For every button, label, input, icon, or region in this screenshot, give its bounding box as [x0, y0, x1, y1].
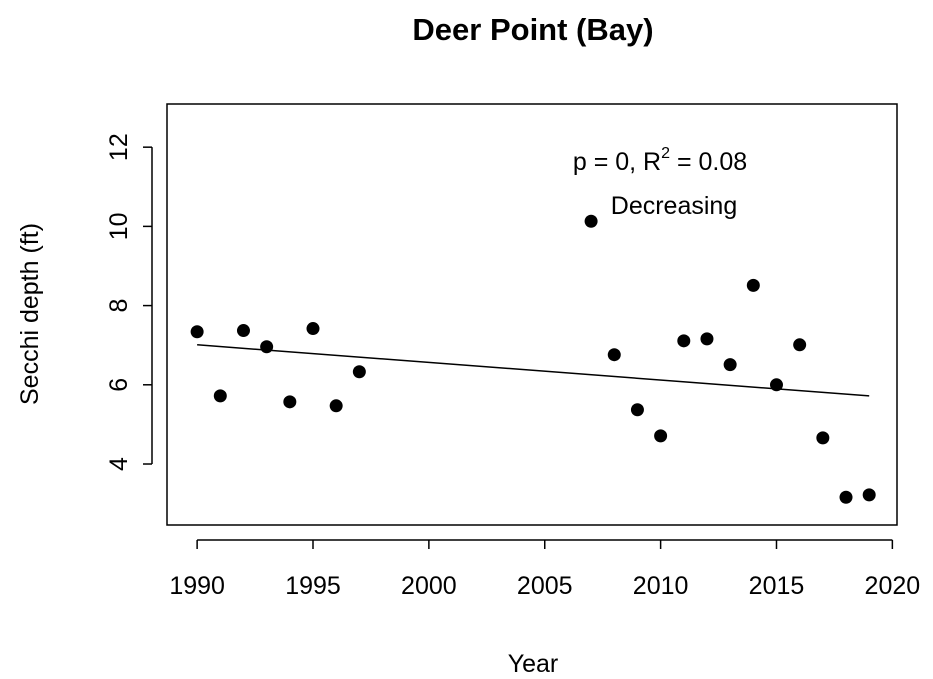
data-point [862, 488, 876, 502]
stat-superscript: 2 [661, 145, 670, 162]
data-point [700, 332, 714, 346]
data-point [816, 431, 830, 445]
data-point [677, 334, 691, 348]
data-point [283, 395, 297, 409]
x-tick-label: 1990 [169, 572, 225, 600]
data-point [723, 358, 737, 372]
data-point [306, 322, 320, 336]
data-point [352, 365, 366, 379]
x-tick-label: 2020 [865, 572, 921, 600]
y-axis-label: Secchi depth (ft) [16, 223, 44, 405]
x-tick-label: 1995 [285, 572, 341, 600]
stat-text: p = 0, R [573, 148, 661, 176]
trend-annotation: Decreasing [611, 192, 737, 220]
data-point [236, 324, 250, 338]
data-point [746, 278, 760, 292]
stat-text: = 0.08 [670, 148, 747, 176]
trend-line [197, 344, 870, 397]
data-point [607, 348, 621, 362]
stat-annotation: p = 0, R2 = 0.08 [573, 145, 747, 176]
x-axis-label: Year [508, 650, 559, 678]
x-tick-label: 2005 [517, 572, 573, 600]
data-point [213, 389, 227, 403]
data-point [260, 340, 274, 354]
chart-title: Deer Point (Bay) [412, 12, 653, 47]
y-tick-label: 4 [105, 457, 133, 471]
x-tick-label: 2015 [749, 572, 805, 600]
x-tick-label: 2000 [401, 572, 457, 600]
data-point [190, 325, 204, 339]
y-tick-label: 6 [105, 378, 133, 392]
data-point [329, 399, 343, 413]
data-point [793, 338, 807, 352]
data-point [654, 429, 668, 443]
y-tick-label: 12 [105, 133, 133, 161]
plot-frame [166, 103, 898, 526]
x-tick-label: 2010 [633, 572, 689, 600]
y-tick-label: 10 [105, 212, 133, 240]
data-point [630, 403, 644, 417]
y-tick-label: 8 [105, 299, 133, 313]
data-point [584, 214, 598, 228]
data-point [839, 490, 853, 504]
